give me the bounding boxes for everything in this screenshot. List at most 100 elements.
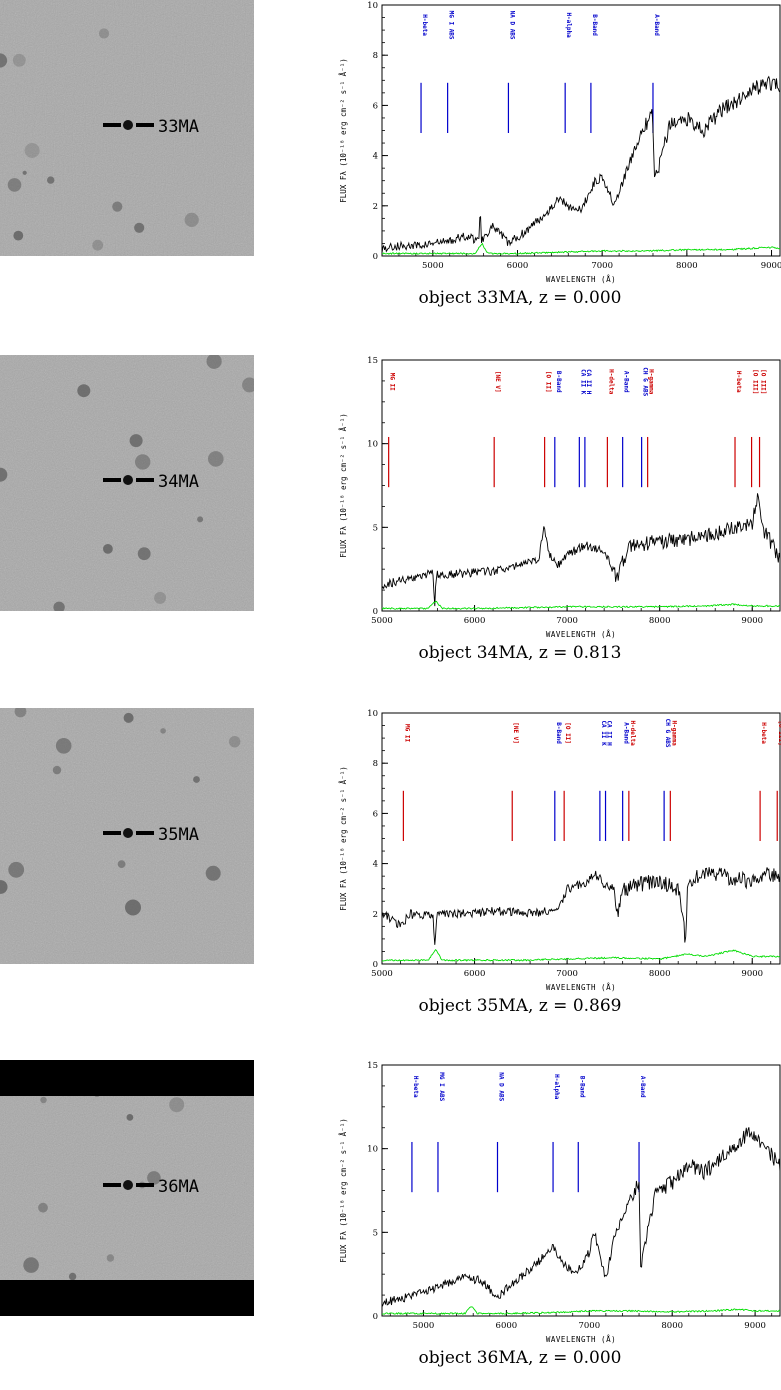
noise-line	[382, 244, 780, 255]
x-axis-label: WAVELENGTH (Å)	[546, 275, 616, 284]
line-marker-label: [O III]	[752, 369, 759, 394]
sky-image: 33MA	[0, 0, 254, 256]
field-star	[77, 384, 90, 397]
field-star	[23, 171, 27, 175]
field-star	[8, 178, 22, 192]
field-star	[197, 516, 203, 522]
plot-frame	[382, 360, 780, 611]
figure-caption: object 34MA, z = 0.813	[320, 643, 720, 663]
y-tick-label: 4	[373, 860, 378, 870]
field-star	[25, 143, 40, 158]
line-marker-label: MG II	[403, 724, 410, 742]
marker-right	[136, 123, 154, 127]
object-label: 36MA	[158, 1177, 199, 1197]
line-marker-label: CH G ABS	[664, 719, 671, 748]
field-star	[99, 28, 109, 38]
y-tick-label: 8	[373, 759, 378, 769]
line-marker-label: MG II	[389, 373, 396, 391]
x-tick-label: 5000	[371, 969, 393, 979]
field-star	[112, 202, 122, 212]
y-tick-label: 4	[373, 152, 378, 162]
image-mask-top	[0, 1060, 254, 1096]
object-label: 35MA	[158, 825, 199, 845]
sky-image: 36MA	[0, 1060, 254, 1316]
y-tick-label: 5	[373, 523, 378, 533]
marker-right	[136, 478, 154, 482]
spectrum-line	[382, 493, 780, 606]
field-star	[126, 1114, 133, 1121]
target-object	[123, 828, 133, 838]
field-star	[47, 176, 54, 183]
field-star	[103, 544, 113, 554]
y-tick-label: 10	[367, 440, 378, 450]
line-marker-label: A-Band	[639, 1076, 646, 1098]
line-marker-label: H-alpha	[553, 1074, 560, 1100]
x-tick-label: 6000	[464, 969, 486, 979]
plot-frame	[382, 713, 780, 964]
y-tick-label: 10	[367, 1145, 378, 1155]
line-marker-label: NA D ABS	[508, 11, 515, 40]
line-marker-label: CA II H	[606, 720, 613, 746]
noise-line	[382, 950, 780, 961]
x-tick-label: 9000	[744, 1321, 766, 1331]
y-tick-label: 5	[373, 1228, 378, 1238]
x-tick-label: 9000	[741, 616, 763, 626]
plot-frame	[382, 1065, 780, 1316]
x-axis-label: WAVELENGTH (Å)	[546, 983, 616, 992]
field-star	[193, 776, 200, 783]
y-tick-label: 2	[373, 202, 378, 212]
line-marker-label: B-Band	[555, 722, 562, 744]
line-marker-label: MG I ABS	[448, 11, 455, 40]
field-star	[169, 1097, 184, 1112]
y-tick-label: 15	[367, 1061, 378, 1071]
line-marker-label: H-delta	[607, 369, 614, 395]
field-star	[92, 240, 103, 251]
y-axis-label: FLUX Fλ (10⁻¹⁸ erg cm⁻² s⁻¹ Å⁻¹)	[339, 766, 348, 911]
target-object	[123, 120, 133, 130]
spectrum-line	[382, 77, 780, 253]
field-star	[107, 1254, 114, 1261]
field-star	[134, 223, 144, 233]
line-marker-label: H-delta	[629, 720, 636, 746]
y-axis-label: FLUX Fλ (10⁻¹⁸ erg cm⁻² s⁻¹ Å⁻¹)	[339, 1118, 348, 1263]
line-marker-label: CH G ABS	[642, 367, 649, 396]
x-tick-label: 6000	[507, 261, 529, 271]
line-marker-label: [NE V]	[512, 722, 519, 744]
field-star	[23, 1257, 39, 1273]
line-marker-label: H-beta	[421, 14, 428, 36]
y-axis-label: FLUX Fλ (10⁻¹⁸ erg cm⁻² s⁻¹ Å⁻¹)	[339, 58, 348, 203]
x-tick-label: 8000	[649, 616, 671, 626]
y-tick-label: 0	[373, 252, 378, 262]
field-star	[208, 451, 224, 467]
object-label: 34MA	[158, 472, 199, 492]
y-tick-label: 0	[373, 960, 378, 970]
marker-left	[103, 478, 121, 482]
field-star	[69, 1273, 76, 1280]
field-star	[8, 862, 24, 878]
y-axis-label: FLUX Fλ (10⁻¹⁸ erg cm⁻² s⁻¹ Å⁻¹)	[339, 413, 348, 558]
spectrum-line	[382, 1127, 780, 1307]
x-tick-label: 9000	[741, 969, 763, 979]
line-marker-label: H-alpha	[565, 12, 572, 38]
field-star	[40, 1097, 46, 1103]
field-star	[130, 434, 143, 447]
sky-image: 34MA	[0, 355, 254, 611]
y-tick-label: 10	[367, 709, 378, 719]
x-tick-label: 8000	[649, 969, 671, 979]
noise-line	[382, 1307, 780, 1314]
line-marker-label: B-Band	[591, 14, 598, 36]
target-object	[123, 1180, 133, 1190]
field-star	[124, 713, 134, 723]
line-marker-label: H-beta	[760, 722, 767, 744]
field-star	[38, 1203, 48, 1213]
x-tick-label: 7000	[591, 261, 613, 271]
sky-image: 35MA	[0, 708, 254, 964]
line-marker-label: B-Band	[555, 371, 562, 393]
line-marker-label: [O II]	[564, 722, 571, 744]
target-object	[123, 475, 133, 485]
x-tick-label: 5000	[371, 616, 393, 626]
